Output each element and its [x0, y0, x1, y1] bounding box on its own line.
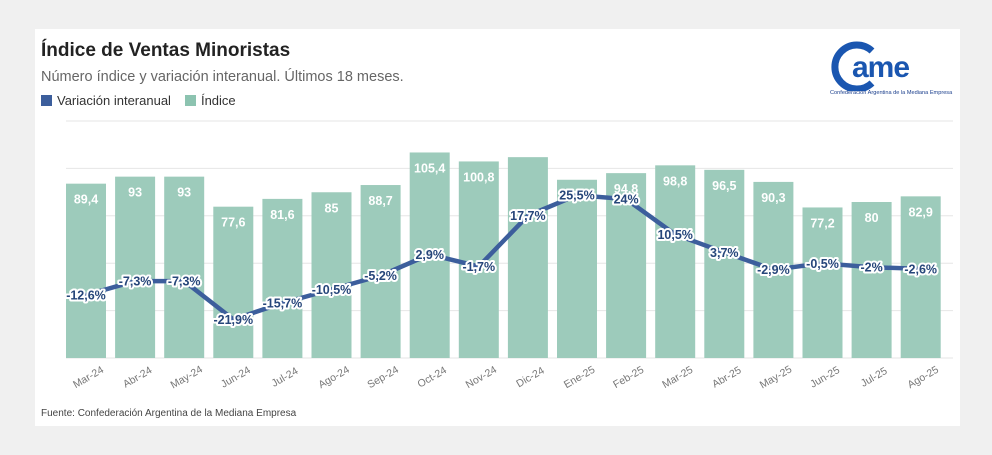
x-tick-label: Mar-25	[660, 364, 695, 391]
x-tick-label: Sep-24	[365, 364, 400, 391]
bar-may-24	[164, 176, 205, 358]
x-tick-label: Ago-24	[316, 364, 351, 391]
line-point-label: -7,3%	[119, 275, 152, 289]
line-point-label: -2,6%	[904, 262, 937, 276]
bar-mar-25	[655, 165, 696, 358]
x-tick-label: Jun-24	[219, 364, 253, 391]
bar-value-label: 82,9	[909, 205, 933, 219]
line-point-label: -2%	[860, 261, 882, 275]
x-tick-label: Ene-25	[562, 364, 597, 391]
bar-mar-24	[66, 183, 106, 358]
legend: Variación interanual Índice	[41, 93, 236, 108]
line-point-label: -15,7%	[263, 297, 303, 311]
line-point-label: -21,9%	[213, 313, 253, 327]
line-point-label: 2,9%	[415, 248, 444, 262]
bar-value-label: 81,6	[270, 208, 294, 222]
came-logo-caption: Confederación Argentina de la Mediana Em…	[830, 90, 953, 96]
bar-jul-25	[851, 202, 892, 358]
bar-nov-24	[458, 161, 499, 358]
x-tick-label: Feb-25	[611, 364, 646, 391]
x-tick-label: Abr-24	[121, 364, 154, 390]
line-point-label: -10,5%	[312, 283, 352, 297]
bar-abr-25	[704, 169, 745, 358]
line-point-label: -0,5%	[806, 257, 839, 271]
bar-feb-25	[606, 173, 647, 358]
bar-jun-25	[802, 207, 843, 358]
bar-value-label: 89,4	[74, 193, 98, 207]
came-logo-mark: ame	[831, 41, 910, 93]
legend-label-indice: Índice	[200, 93, 236, 108]
legend-label-variacion: Variación interanual	[57, 93, 171, 108]
svg-text:ame: ame	[852, 51, 909, 84]
line-point-label: 17,7%	[510, 209, 545, 223]
line-point-label: -12,6%	[66, 289, 106, 303]
x-tick-label: May-25	[758, 363, 794, 391]
bar-value-label: 80	[865, 211, 879, 225]
bar-value-label: 105,4	[414, 161, 445, 175]
source-note: Fuente: Confederación Argentina de la Me…	[41, 408, 297, 419]
line-point-label: 24%	[614, 193, 639, 207]
bar-value-label: 96,5	[712, 179, 736, 193]
bar-abr-24	[115, 176, 156, 358]
x-tick-label: Dic-24	[514, 365, 546, 391]
bar-value-label: 85	[325, 201, 339, 215]
bar-value-label: 100,8	[463, 170, 494, 184]
bar-value-label: 93	[128, 186, 142, 200]
bar-ago-25	[900, 196, 941, 358]
line-point-label: 3,7%	[710, 246, 739, 260]
x-tick-label: Ago-25	[906, 364, 941, 391]
legend-swatch-line	[41, 95, 52, 106]
bar-value-label: 77,6	[221, 216, 245, 230]
legend-swatch-bar	[184, 95, 196, 106]
x-tick-label: Nov-24	[464, 364, 499, 391]
chart-title: Índice de Ventas Minoristas	[41, 40, 291, 61]
legend-item-indice[interactable]: Índice	[184, 93, 236, 108]
bar-value-label: 98,8	[663, 174, 687, 188]
x-tick-label: Jun-25	[808, 364, 842, 391]
bar-ene-25	[557, 179, 597, 358]
bar-value-label: 93	[177, 186, 191, 200]
x-tick-label: Mar-24	[71, 364, 106, 391]
bar-value-label: 94,8	[614, 182, 638, 196]
line-point-label: -7,3%	[168, 275, 201, 289]
bar-dic-24	[507, 157, 548, 358]
came-logo: ame Confederación Argentina de la Median…	[828, 41, 958, 101]
bar-ago-24	[311, 192, 352, 358]
bar-value-label: 90,3	[761, 191, 785, 205]
bar-value-label: 77,2	[810, 216, 834, 230]
variacion-line	[83, 192, 923, 322]
line-point-label: -1,7%	[462, 260, 495, 274]
legend-item-variacion[interactable]: Variación interanual	[41, 93, 171, 108]
x-tick-label: Jul-24	[270, 365, 301, 390]
x-tick-label: Oct-24	[416, 364, 449, 390]
bar-jul-24	[262, 198, 303, 358]
x-tick-label: Abr-25	[710, 364, 743, 390]
chart-card: Índice de Ventas Minoristas Número índic…	[35, 29, 960, 426]
chart-subtitle: Número índice y variación interanual. Úl…	[41, 69, 404, 85]
bar-jun-24	[213, 206, 254, 358]
x-tick-label: May-24	[169, 363, 205, 391]
line-point-label: -5,2%	[364, 269, 397, 283]
line-point-label: 25,5%	[559, 189, 594, 203]
bar-value-label: 88,7	[368, 194, 392, 208]
x-tick-label: Jul-25	[859, 365, 890, 390]
line-point-label: 10,5%	[657, 228, 692, 242]
line-point-label: -2,9%	[757, 263, 790, 277]
